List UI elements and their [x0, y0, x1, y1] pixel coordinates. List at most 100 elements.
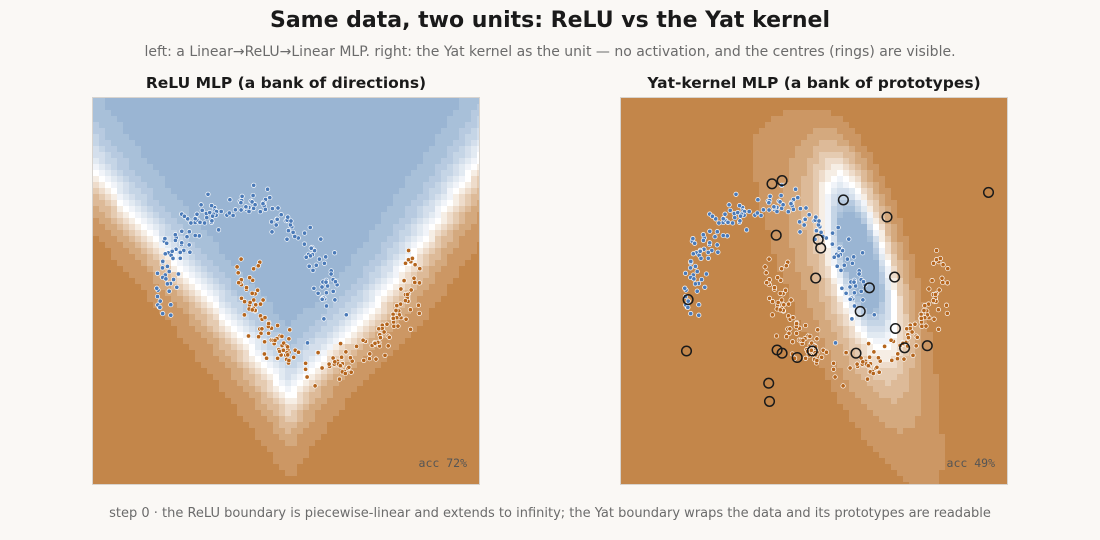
relu-point-b — [261, 351, 267, 357]
relu-point-b — [402, 260, 409, 266]
yat-prototype-ring — [921, 340, 933, 352]
yat-point-a — [766, 207, 772, 213]
yat-point-b — [840, 383, 846, 389]
yat-point-a — [694, 288, 700, 294]
yat-point-b — [914, 334, 920, 340]
yat-point-b — [788, 297, 794, 303]
yat-point-b — [935, 307, 941, 313]
relu-point-b — [238, 256, 244, 262]
yat-point-b — [790, 339, 796, 345]
relu-point-a — [179, 228, 185, 234]
relu-point-b — [406, 247, 412, 254]
relu-point-a — [186, 242, 192, 248]
relu-point-a — [216, 227, 222, 233]
yat-point-b — [781, 302, 787, 308]
yat-point-a — [851, 303, 858, 309]
relu-point-b — [251, 266, 257, 272]
relu-panel-title: ReLU MLP (a bank of directions) — [145, 74, 427, 92]
relu-point-a — [332, 250, 338, 256]
yat-point-a — [760, 207, 766, 213]
relu-point-a — [154, 270, 161, 276]
yat-point-b — [901, 356, 907, 362]
page-title: Same data, two units: ReLU vs the Yat ke… — [269, 8, 831, 33]
relu-point-a — [171, 276, 177, 283]
yat-series-a — [682, 182, 877, 346]
relu-point-a — [265, 186, 271, 192]
relu-point-a — [332, 279, 339, 285]
yat-point-a — [790, 206, 796, 212]
relu-point-a — [257, 209, 263, 215]
relu-point-b — [391, 323, 397, 329]
relu-point-a — [306, 263, 312, 269]
yat-point-b — [865, 363, 871, 369]
yat-point-a — [697, 248, 703, 254]
relu-point-b — [275, 355, 281, 361]
relu-chart: acc 72% — [92, 97, 480, 485]
yat-point-a — [716, 220, 722, 226]
relu-point-b — [245, 333, 252, 339]
relu-point-b — [408, 287, 414, 293]
relu-point-b — [247, 275, 253, 281]
yat-point-b — [808, 347, 814, 353]
page-subtitle: left: a Linear→ReLU→Linear MLP. right: t… — [144, 44, 956, 60]
relu-point-b — [337, 363, 343, 369]
relu-point-b — [287, 327, 293, 333]
relu-point-a — [318, 236, 324, 242]
relu-point-a — [157, 298, 163, 304]
yat-point-b — [784, 334, 790, 340]
yat-point-b — [937, 255, 943, 261]
yat-point-a — [846, 236, 852, 242]
yat-point-a — [688, 311, 694, 317]
yat-point-a — [738, 213, 744, 219]
yat-point-b — [888, 337, 894, 343]
relu-point-b — [416, 280, 423, 286]
relu-point-a — [278, 212, 284, 218]
yat-point-b — [894, 356, 901, 362]
yat-point-a — [780, 202, 786, 208]
relu-point-a — [204, 215, 210, 221]
relu-point-b — [280, 347, 286, 353]
relu-point-b — [312, 383, 318, 389]
relu-point-a — [319, 296, 325, 302]
yat-prototype-ring — [854, 305, 866, 317]
yat-prototype-ring — [766, 178, 778, 190]
yat-point-a — [871, 312, 877, 318]
relu-point-b — [255, 287, 261, 293]
yat-point-b — [913, 343, 919, 349]
relu-point-a — [307, 224, 313, 231]
relu-point-a — [186, 229, 192, 235]
relu-point-b — [238, 295, 245, 301]
relu-point-b — [260, 297, 266, 303]
yat-point-a — [818, 229, 824, 235]
relu-point-b — [407, 307, 413, 313]
yat-point-a — [730, 220, 736, 226]
relu-point-b — [285, 344, 291, 350]
yat-point-a — [847, 296, 853, 302]
yat-point-a — [688, 258, 694, 264]
relu-point-a — [188, 220, 194, 226]
yat-point-a — [860, 279, 867, 285]
relu-point-b — [291, 354, 297, 360]
relu-point-b — [236, 280, 242, 286]
relu-point-a — [285, 214, 291, 220]
yat-point-b — [771, 285, 778, 291]
yat-point-b — [871, 349, 877, 355]
relu-point-b — [382, 352, 388, 358]
yat-point-b — [882, 343, 888, 349]
yat-point-a — [685, 298, 691, 304]
yat-prototype-ring — [763, 395, 776, 407]
yat-point-b — [790, 315, 796, 321]
yat-point-a — [860, 250, 866, 256]
yat-point-a — [801, 222, 807, 228]
yat-point-a — [699, 276, 705, 283]
relu-point-b — [386, 334, 392, 340]
relu-point-a — [328, 271, 334, 277]
yat-point-a — [682, 270, 689, 276]
relu-series-a — [154, 182, 349, 346]
yat-point-a — [702, 284, 708, 290]
relu-point-a — [172, 232, 178, 238]
yat-point-a — [860, 297, 866, 303]
relu-point-a — [218, 208, 224, 215]
yat-point-b — [932, 291, 938, 298]
relu-point-b — [249, 307, 255, 313]
